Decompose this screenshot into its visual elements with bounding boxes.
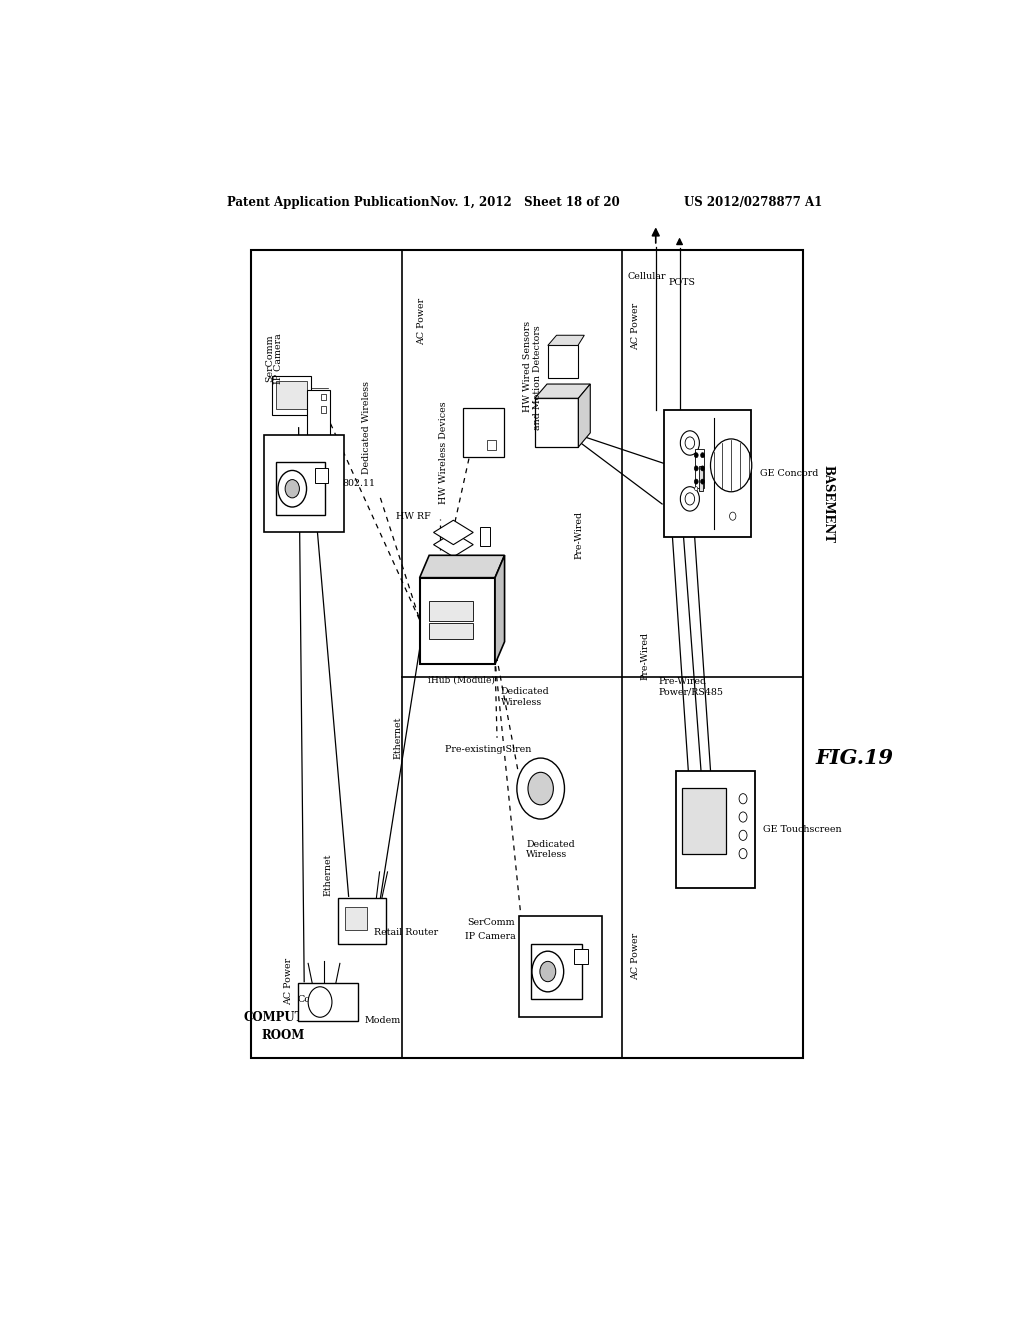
Text: Pre-Wired
Power/RS485: Pre-Wired Power/RS485 (658, 677, 723, 697)
Text: AC Power: AC Power (284, 958, 293, 1006)
Bar (694, 449, 705, 487)
Circle shape (278, 470, 306, 507)
Bar (275, 462, 325, 515)
Text: 802.11: 802.11 (342, 479, 375, 488)
Circle shape (694, 453, 698, 458)
Text: COMPUTER: COMPUTER (243, 1011, 323, 1024)
Text: AC Power: AC Power (417, 297, 426, 345)
Bar (429, 623, 473, 639)
Bar (664, 411, 751, 537)
Text: Cellular: Cellular (628, 272, 667, 281)
Text: Modem: Modem (365, 1016, 400, 1024)
Text: Retail Router: Retail Router (374, 928, 438, 937)
Text: IP Camera: IP Camera (274, 333, 284, 384)
Text: FIG.19: FIG.19 (815, 748, 893, 768)
Text: Patent Application Publication: Patent Application Publication (227, 195, 430, 209)
Text: BASEMENT: BASEMENT (821, 465, 835, 543)
Text: HW Wired Sensors: HW Wired Sensors (523, 321, 532, 412)
Bar (345, 907, 367, 929)
Bar (338, 898, 386, 944)
Bar (486, 440, 497, 450)
Text: SerComm: SerComm (265, 335, 273, 383)
Text: Pre-Wired: Pre-Wired (574, 511, 584, 558)
Circle shape (685, 492, 694, 506)
Text: Pre-Wired: Pre-Wired (641, 632, 650, 681)
Circle shape (739, 830, 748, 841)
Bar (548, 346, 578, 378)
Polygon shape (420, 556, 505, 578)
Bar (698, 466, 703, 491)
Polygon shape (579, 384, 590, 447)
Bar (306, 389, 331, 446)
Text: Dedicated
Wireless: Dedicated Wireless (501, 688, 550, 706)
Bar (682, 788, 726, 854)
Bar (420, 578, 495, 664)
Bar (321, 407, 326, 412)
Bar (321, 395, 326, 400)
Text: SerComm: SerComm (468, 919, 515, 927)
Circle shape (308, 987, 332, 1018)
Text: Coax: Coax (297, 995, 322, 1005)
Circle shape (700, 453, 705, 458)
Text: Ethernet: Ethernet (324, 854, 333, 896)
Circle shape (680, 487, 699, 511)
Circle shape (739, 849, 748, 859)
Bar (519, 916, 602, 1018)
Text: Pre-existing Siren: Pre-existing Siren (444, 746, 531, 755)
Text: HW Wireless Devices: HW Wireless Devices (439, 401, 449, 504)
Circle shape (711, 440, 752, 492)
Circle shape (528, 772, 553, 805)
Polygon shape (548, 335, 585, 346)
Circle shape (285, 479, 299, 498)
Circle shape (517, 758, 564, 818)
Polygon shape (433, 532, 473, 557)
Bar (480, 528, 489, 545)
Bar (272, 376, 310, 414)
Bar (264, 436, 344, 532)
Bar (298, 982, 357, 1022)
Text: Ethernet: Ethernet (393, 717, 402, 759)
Text: POTS: POTS (669, 279, 695, 286)
Text: AC Power: AC Power (632, 933, 640, 979)
Bar (429, 601, 473, 620)
Text: HW RF: HW RF (396, 512, 431, 520)
Circle shape (694, 479, 698, 484)
Text: and Motion Detectors: and Motion Detectors (534, 326, 542, 430)
Text: IP Camera: IP Camera (465, 932, 515, 941)
Circle shape (739, 812, 748, 822)
Bar (574, 949, 588, 964)
Bar (530, 944, 583, 999)
Polygon shape (433, 520, 473, 545)
Circle shape (729, 512, 736, 520)
Circle shape (694, 466, 698, 471)
Text: GE Touchscreen: GE Touchscreen (763, 825, 842, 834)
Circle shape (680, 430, 699, 455)
Bar (676, 771, 755, 887)
Polygon shape (495, 556, 505, 664)
Bar (463, 408, 504, 457)
Text: GE Concord: GE Concord (760, 469, 818, 478)
Circle shape (540, 961, 556, 982)
Bar (276, 381, 306, 409)
Text: AC Power: AC Power (632, 302, 640, 350)
Circle shape (685, 437, 694, 449)
Text: US 2012/0278877 A1: US 2012/0278877 A1 (684, 195, 822, 209)
Circle shape (694, 487, 697, 491)
Circle shape (700, 466, 705, 471)
Bar (535, 399, 579, 447)
Bar (251, 249, 803, 1057)
Text: ROOM: ROOM (261, 1030, 304, 1041)
Circle shape (531, 952, 563, 991)
Text: Dedicated Wireless: Dedicated Wireless (361, 381, 371, 474)
Polygon shape (535, 384, 590, 399)
Text: Nov. 1, 2012   Sheet 18 of 20: Nov. 1, 2012 Sheet 18 of 20 (430, 195, 620, 209)
Circle shape (739, 793, 748, 804)
Circle shape (700, 479, 705, 484)
Bar (315, 469, 328, 483)
Text: Dedicated
Wireless: Dedicated Wireless (526, 840, 575, 859)
Text: iHub (Module): iHub (Module) (428, 676, 495, 685)
